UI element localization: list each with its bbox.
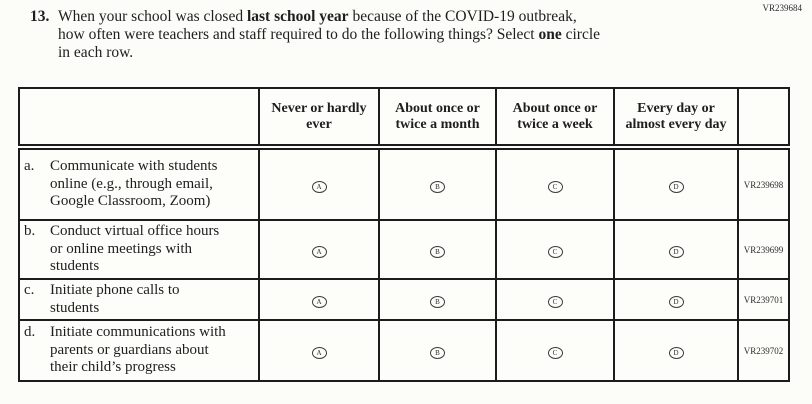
- option-circle-a[interactable]: A: [311, 347, 327, 359]
- row-code: VR239699: [737, 219, 790, 280]
- option-cell: B: [378, 278, 497, 321]
- option-circle-d[interactable]: D: [668, 246, 684, 258]
- table-row: b. Conduct virtual office hours or onlin…: [18, 219, 790, 280]
- row-code: VR239698: [737, 146, 790, 221]
- option-cell: A: [258, 278, 380, 321]
- column-header-never: Never or hardly ever: [258, 87, 380, 150]
- option-cell: B: [378, 319, 497, 382]
- question-segment: because of the COVID-19 outbreak,: [348, 8, 577, 25]
- option-circle-b[interactable]: B: [430, 296, 445, 308]
- option-cell: D: [613, 219, 739, 280]
- option-cell: C: [495, 219, 615, 280]
- option-cell: B: [378, 219, 497, 280]
- option-circle-c[interactable]: C: [547, 347, 563, 359]
- option-cell: B: [378, 146, 497, 221]
- table-header-row: Never or hardly ever About once or twice…: [18, 87, 790, 150]
- row-letter: c.: [24, 282, 35, 298]
- row-code: VR239702: [737, 319, 790, 382]
- header-empty-cell: [737, 87, 790, 150]
- row-letter: b.: [24, 223, 36, 240]
- row-statement: Conduct virtual office hours or online m…: [50, 223, 220, 275]
- row-statement: Initiate communications with parents or …: [50, 324, 226, 376]
- question-segment-bold: one: [538, 26, 562, 43]
- question-text: When your school was closed last school …: [58, 8, 706, 62]
- statement-cell: b. Conduct virtual office hours or onlin…: [18, 219, 260, 280]
- question-segment: When your school was closed: [58, 8, 247, 25]
- table-row: a. Communicate with students online (e.g…: [18, 146, 790, 221]
- question-number: 13.: [30, 8, 50, 25]
- question-segment: in each row.: [58, 44, 134, 61]
- option-circle-c[interactable]: C: [547, 296, 563, 308]
- option-circle-a[interactable]: A: [311, 246, 327, 258]
- row-statement: Initiate phone calls to students: [50, 282, 180, 316]
- option-circle-a[interactable]: A: [311, 181, 327, 193]
- option-circle-a[interactable]: A: [311, 296, 327, 308]
- statement-cell: a. Communicate with students online (e.g…: [18, 146, 260, 221]
- question-segment: how often were teachers and staff requir…: [58, 26, 539, 43]
- row-statement: Communicate with students online (e.g., …: [50, 158, 218, 210]
- column-header-month: About once or twice a month: [378, 87, 497, 150]
- statement-cell: d. Initiate communications with parents …: [18, 319, 260, 382]
- option-cell: D: [613, 319, 739, 382]
- option-cell: C: [495, 319, 615, 382]
- option-circle-d[interactable]: D: [668, 296, 684, 308]
- option-cell: D: [613, 146, 739, 221]
- option-circle-b[interactable]: B: [430, 246, 445, 258]
- question-segment-bold: last school year: [246, 8, 349, 25]
- column-header-week: About once or twice a week: [495, 87, 615, 150]
- column-header-every-day: Every day or almost every day: [613, 87, 739, 150]
- option-cell: A: [258, 146, 380, 221]
- option-circle-d[interactable]: D: [668, 181, 684, 193]
- option-cell: A: [258, 219, 380, 280]
- row-code: VR239701: [737, 278, 790, 321]
- statement-cell: c. Initiate phone calls to students: [18, 278, 260, 321]
- questionnaire-table: Never or hardly ever About once or twice…: [18, 87, 790, 382]
- header-empty-cell: [18, 87, 260, 150]
- table-row: c. Initiate phone calls to students A B …: [18, 278, 790, 321]
- option-circle-d[interactable]: D: [668, 347, 684, 359]
- row-letter: d.: [24, 324, 36, 341]
- form-code: VR239684: [762, 3, 802, 13]
- option-circle-c[interactable]: C: [547, 246, 563, 258]
- option-cell: C: [495, 146, 615, 221]
- question-segment: circle: [561, 26, 601, 43]
- option-circle-b[interactable]: B: [430, 347, 445, 359]
- option-circle-b[interactable]: B: [430, 181, 445, 193]
- table-row: d. Initiate communications with parents …: [18, 319, 790, 382]
- option-cell: C: [495, 278, 615, 321]
- option-cell: A: [258, 319, 380, 382]
- row-letter: a.: [24, 158, 35, 175]
- option-circle-c[interactable]: C: [547, 181, 563, 193]
- option-cell: D: [613, 278, 739, 321]
- question-block: 13. When your school was closed last sch…: [30, 8, 706, 62]
